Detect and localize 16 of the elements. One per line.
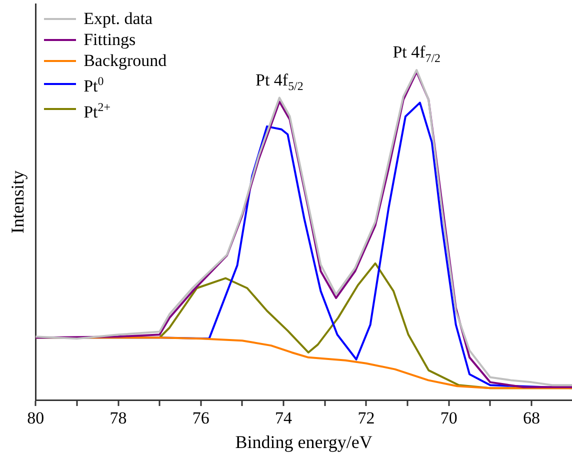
- x-tick-label: 74: [275, 408, 293, 428]
- annotation: Pt 4f$_{5/2}$: [256, 70, 304, 94]
- x-tick-label: 72: [358, 408, 375, 428]
- x-tick-label: 76: [192, 408, 210, 428]
- legend-label: Pt$^{2+}$: [84, 98, 110, 122]
- legend-label: Fittings: [84, 29, 136, 50]
- annotation: Pt 4f$_{7/2}$: [392, 42, 441, 66]
- x-tick-label: 70: [440, 408, 458, 428]
- x-tick-label: 78: [110, 408, 127, 428]
- legend-label: Background: [84, 50, 167, 71]
- y-axis-title: Intensity: [8, 170, 28, 234]
- legend-label: Expt. data: [84, 8, 153, 29]
- x-axis-title: Binding energy/eV: [235, 432, 372, 452]
- x-tick-label: 68: [523, 408, 540, 428]
- legend-label: Pt$^{0}$: [84, 73, 104, 97]
- x-tick-label: 80: [27, 408, 44, 428]
